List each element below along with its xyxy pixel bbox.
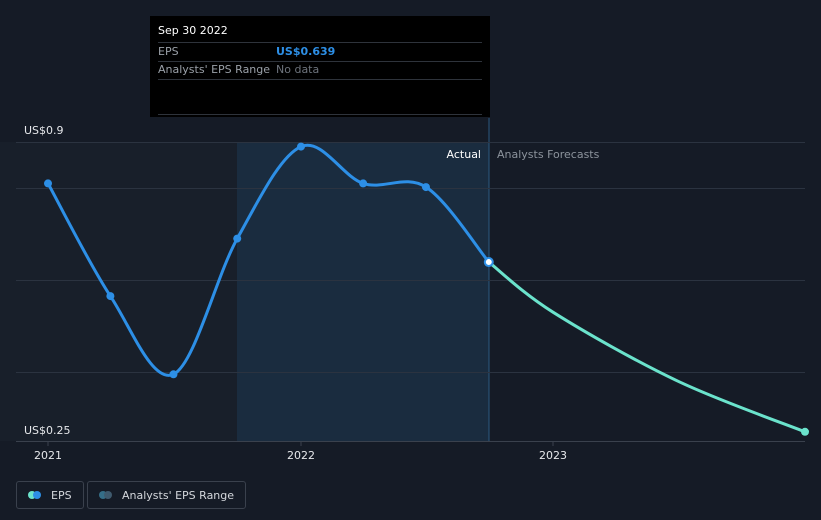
x-tick-label-0: 2021 (34, 449, 62, 462)
eps-point[interactable] (169, 370, 178, 379)
legend-range-label: Analysts' EPS Range (122, 488, 235, 502)
tooltip-eps-label: EPS (158, 45, 179, 58)
eps-point[interactable] (233, 234, 242, 243)
eps-point-selected[interactable] (483, 257, 494, 268)
x-tick-label-2: 2023 (539, 449, 567, 462)
forecast-line (487, 260, 807, 434)
eps-point[interactable] (44, 179, 52, 188)
legend-range-button[interactable]: Analysts' EPS Range (87, 481, 247, 509)
range-legend-icon (99, 491, 115, 499)
legend-eps-button[interactable]: EPS (16, 481, 84, 509)
tooltip-eps-value: US$0.639 (276, 45, 336, 58)
eps-point[interactable] (297, 142, 305, 151)
forecast-point (801, 427, 809, 436)
past-shade (0, 142, 237, 441)
y-tick-label-bottom: US$0.25 (24, 424, 71, 437)
y-tick-label-top: US$0.9 (24, 124, 64, 137)
tooltip-range-value: No data (276, 63, 320, 76)
tooltip-spacer (158, 80, 482, 115)
eps-point[interactable] (359, 179, 368, 188)
eps-point[interactable] (421, 183, 430, 192)
x-tick-label-1: 2022 (287, 449, 315, 462)
tooltip: Sep 30 2022 EPS US$0.639 Analysts' EPS R… (150, 16, 490, 117)
selected-period-highlight (237, 142, 489, 441)
tooltip-date: Sep 30 2022 (158, 24, 482, 43)
actual-label: Actual (447, 148, 481, 161)
eps-legend-icon (28, 491, 44, 499)
x-axis: 2021 2022 2023 (34, 441, 567, 462)
tooltip-range-label: Analysts' EPS Range (158, 63, 271, 76)
forecast-label: Analysts Forecasts (497, 148, 600, 161)
eps-point[interactable] (106, 292, 115, 301)
legend-eps-label: EPS (51, 488, 72, 502)
tooltip-eps-row: EPS US$0.639 (158, 45, 482, 62)
grid-lines (16, 142, 805, 442)
series-layer (44, 142, 809, 436)
tooltip-range-row: Analysts' EPS Range No data (158, 63, 482, 80)
